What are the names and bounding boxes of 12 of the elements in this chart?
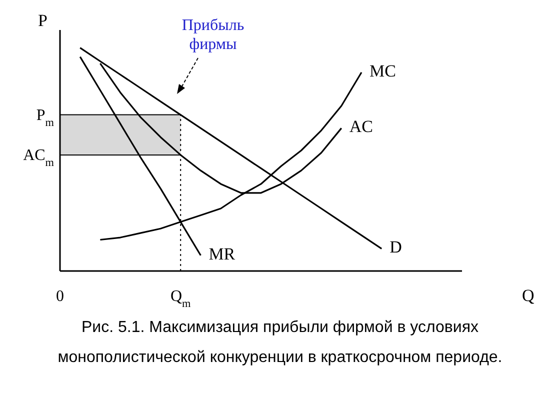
series-label: MC xyxy=(370,61,396,80)
series-label: MR xyxy=(208,244,236,264)
x-tick-label: 0 xyxy=(56,288,64,305)
x-axis-title: Q xyxy=(522,286,534,305)
series-label: AC xyxy=(349,117,374,136)
text: Рис. 5.1. Максимизация прибыли фирмой в условиях монополистической конкуренции в краткосрочном периоде. xyxy=(56,318,504,368)
series-label: D xyxy=(390,238,402,257)
y-axis-title: P xyxy=(38,11,48,30)
ref-line-label: AC$_{m}$ xyxy=(23,146,54,169)
x-tick-label: Q$_{m}$ xyxy=(170,288,192,310)
ref-line-label: P$_{m}$ xyxy=(36,106,54,129)
annotation: Прибыль фирмы xyxy=(180,16,246,54)
